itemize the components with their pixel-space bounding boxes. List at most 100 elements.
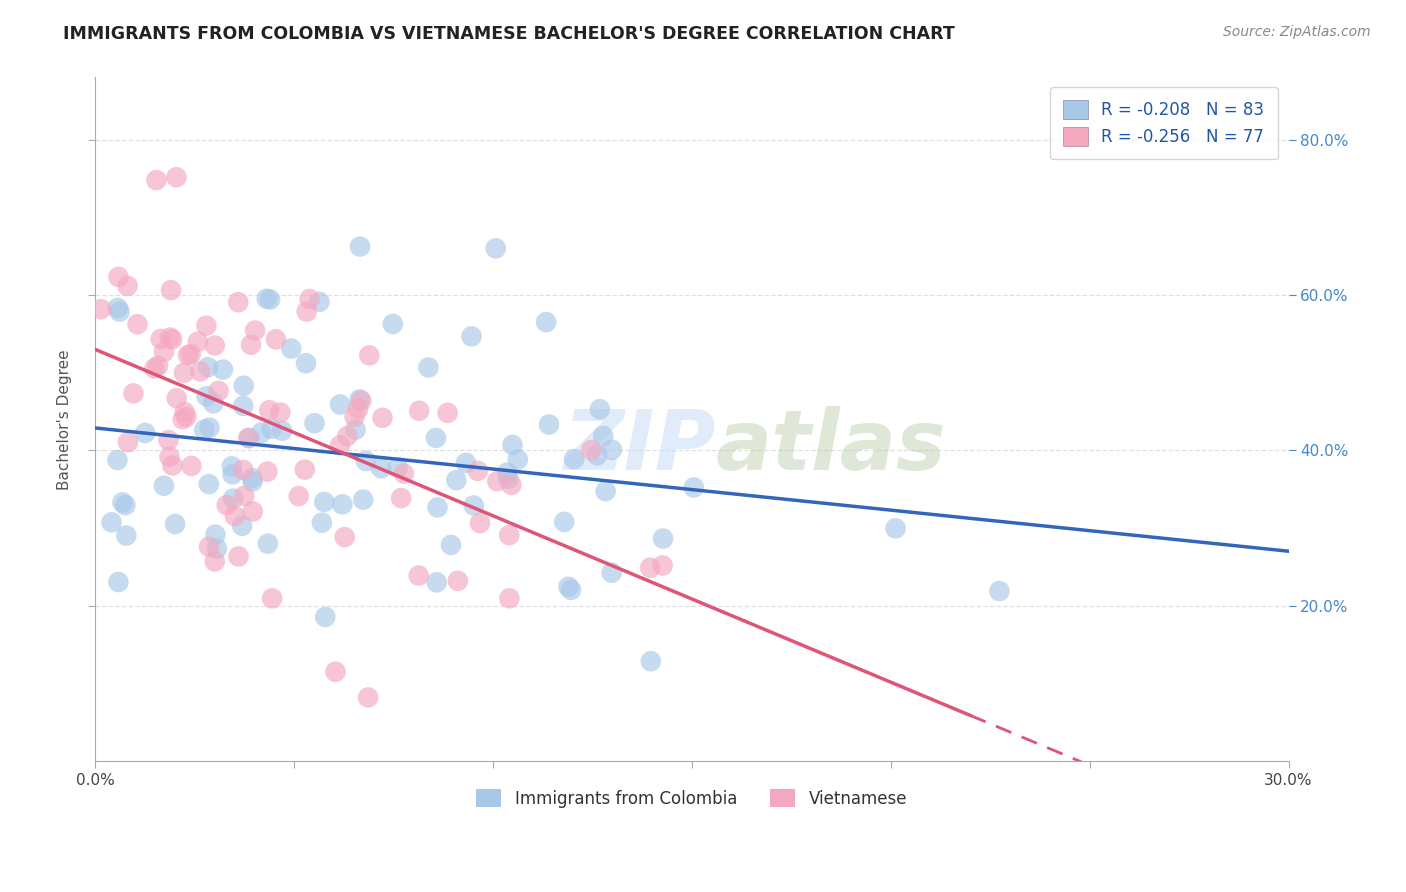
Point xyxy=(224,508,246,523)
Point xyxy=(228,549,250,564)
Point xyxy=(486,474,509,488)
Text: ZIP: ZIP xyxy=(562,406,716,487)
Point xyxy=(198,420,221,434)
Point xyxy=(242,505,264,519)
Point xyxy=(232,399,254,413)
Point xyxy=(651,558,673,573)
Point xyxy=(387,460,409,475)
Point xyxy=(165,516,187,531)
Point xyxy=(311,516,333,530)
Point xyxy=(298,292,321,306)
Point xyxy=(501,438,523,452)
Point xyxy=(221,459,243,474)
Point xyxy=(304,416,326,430)
Point xyxy=(498,528,520,542)
Point xyxy=(370,461,392,475)
Point xyxy=(347,401,370,416)
Point xyxy=(418,360,440,375)
Point xyxy=(553,515,575,529)
Point xyxy=(188,364,211,378)
Point xyxy=(172,412,194,426)
Point xyxy=(389,491,412,505)
Point xyxy=(446,473,468,487)
Point xyxy=(173,405,195,419)
Point xyxy=(108,304,131,318)
Point xyxy=(333,530,356,544)
Point xyxy=(204,554,226,568)
Point xyxy=(107,574,129,589)
Point xyxy=(638,560,661,574)
Point xyxy=(280,342,302,356)
Point xyxy=(236,431,259,445)
Point xyxy=(117,435,139,450)
Point xyxy=(195,318,218,333)
Point xyxy=(159,330,181,344)
Point xyxy=(357,690,380,705)
Point xyxy=(682,480,704,494)
Point xyxy=(198,540,221,554)
Point xyxy=(271,424,294,438)
Point xyxy=(329,398,352,412)
Point xyxy=(127,317,149,331)
Point xyxy=(336,429,359,443)
Point xyxy=(115,528,138,542)
Point xyxy=(586,448,609,462)
Point xyxy=(295,304,318,318)
Point xyxy=(233,489,256,503)
Point xyxy=(468,516,491,530)
Point xyxy=(349,392,371,407)
Point xyxy=(371,410,394,425)
Point xyxy=(330,497,353,511)
Point xyxy=(506,452,529,467)
Point xyxy=(408,568,430,582)
Point xyxy=(498,591,520,606)
Text: Source: ZipAtlas.com: Source: ZipAtlas.com xyxy=(1223,25,1371,39)
Point xyxy=(352,492,374,507)
Point xyxy=(166,392,188,406)
Point xyxy=(107,453,129,467)
Point xyxy=(250,425,273,440)
Point xyxy=(381,317,404,331)
Point xyxy=(90,302,112,317)
Text: atlas: atlas xyxy=(716,406,946,487)
Point xyxy=(294,462,316,476)
Point xyxy=(221,467,243,482)
Point xyxy=(162,458,184,473)
Point xyxy=(287,489,309,503)
Point xyxy=(460,329,482,343)
Point xyxy=(329,438,352,452)
Point xyxy=(107,269,129,284)
Point xyxy=(425,431,447,445)
Point xyxy=(325,665,347,679)
Point xyxy=(243,324,266,338)
Point xyxy=(143,361,166,376)
Point xyxy=(257,537,280,551)
Point xyxy=(180,347,202,361)
Point xyxy=(640,654,662,668)
Point xyxy=(204,338,226,352)
Point xyxy=(239,338,262,352)
Point xyxy=(392,467,415,481)
Point xyxy=(207,384,229,398)
Point xyxy=(111,495,134,509)
Point xyxy=(212,362,235,376)
Point xyxy=(205,541,228,556)
Point xyxy=(498,472,520,486)
Point xyxy=(260,422,283,436)
Point xyxy=(134,425,156,440)
Point xyxy=(295,356,318,370)
Point xyxy=(595,484,617,499)
Text: IMMIGRANTS FROM COLOMBIA VS VIETNAMESE BACHELOR'S DEGREE CORRELATION CHART: IMMIGRANTS FROM COLOMBIA VS VIETNAMESE B… xyxy=(63,25,955,43)
Point xyxy=(314,495,336,509)
Point xyxy=(242,471,264,485)
Point xyxy=(231,518,253,533)
Point xyxy=(485,241,508,255)
Point xyxy=(159,450,181,464)
Point xyxy=(259,403,281,417)
Legend: Immigrants from Colombia, Vietnamese: Immigrants from Colombia, Vietnamese xyxy=(470,782,914,814)
Point xyxy=(193,423,215,437)
Point xyxy=(436,406,458,420)
Point xyxy=(308,294,330,309)
Point xyxy=(592,429,614,443)
Point xyxy=(149,332,172,346)
